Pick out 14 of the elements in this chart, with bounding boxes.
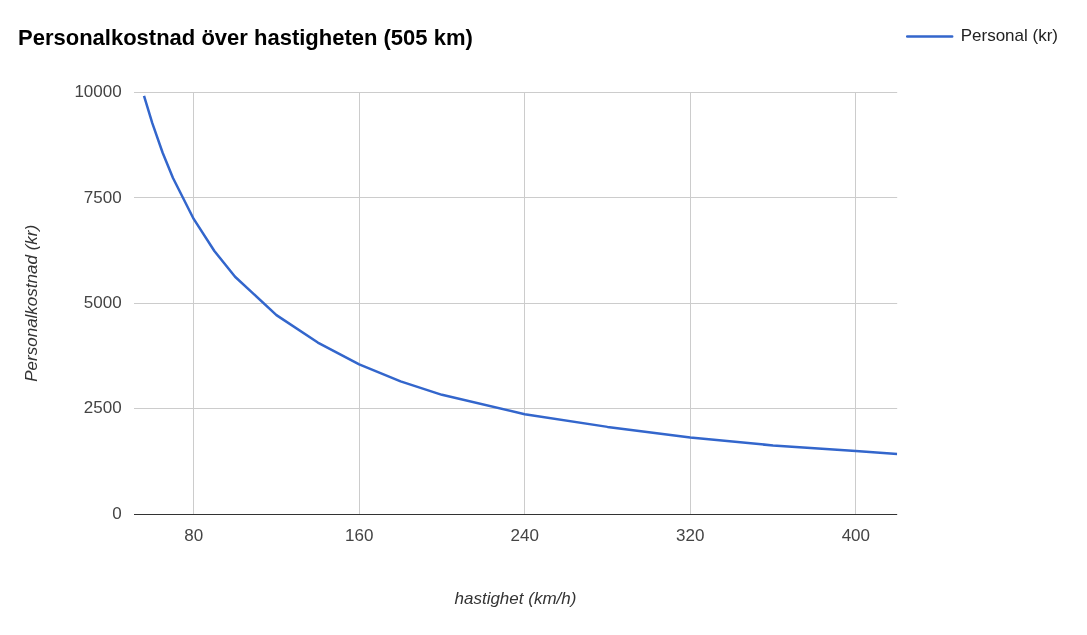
x-tick-label: 320 xyxy=(676,526,705,546)
x-tick-label: 80 xyxy=(184,526,204,546)
x-tick-label: 240 xyxy=(510,526,539,546)
legend-label: Personal (kr) xyxy=(960,26,1059,46)
x-tick-label: 400 xyxy=(841,526,870,546)
y-tick-label: 7500 xyxy=(83,187,122,207)
y-axis-title: Personalkostnad (kr) xyxy=(21,224,41,382)
y-tick-label: 2500 xyxy=(83,398,122,418)
y-tick-label: 10000 xyxy=(74,82,122,102)
x-axis-title: hastighet (km/h) xyxy=(454,588,577,608)
y-tick-label: 0 xyxy=(112,503,122,523)
chart-title: Personalkostnad över hastigheten (505 km) xyxy=(18,25,473,51)
y-tick-label: 5000 xyxy=(83,292,122,312)
x-tick-label: 160 xyxy=(345,526,374,546)
